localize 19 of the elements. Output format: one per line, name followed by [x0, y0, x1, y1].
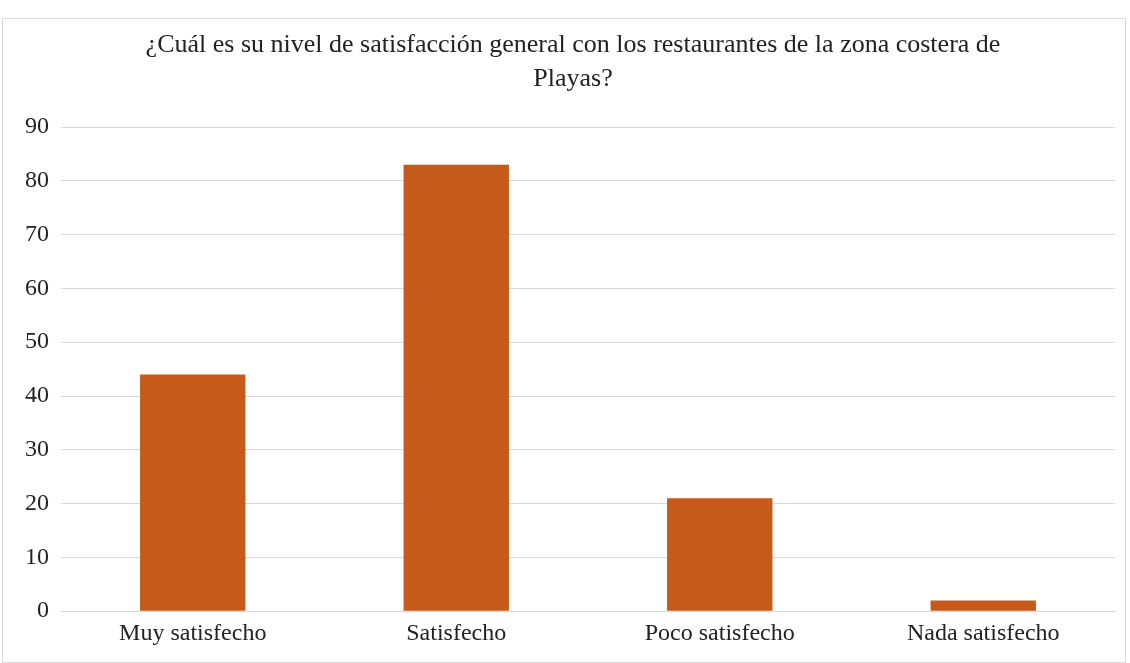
- y-tick-label: 0: [37, 596, 49, 623]
- x-tick-label: Nada satisfecho: [906, 618, 1060, 645]
- y-tick-label: 90: [25, 112, 49, 139]
- bar: [403, 164, 509, 611]
- x-tick-label: Muy satisfecho: [119, 618, 267, 645]
- y-tick-label: 50: [25, 327, 49, 354]
- x-tick-label: Satisfecho: [406, 618, 507, 645]
- x-tick-label: Poco satisfecho: [644, 618, 795, 645]
- y-tick-label: 30: [25, 435, 49, 462]
- y-tick-label: 80: [25, 166, 49, 193]
- y-tick-label: 60: [25, 273, 49, 300]
- y-tick-label: 70: [25, 219, 49, 246]
- bar: [930, 600, 1036, 611]
- chart-title: ¿Cuál es su nivel de satisfacción general con los restaurantes de la zona costera de Playas?: [144, 28, 1002, 94]
- bar: [140, 374, 246, 611]
- bar: [667, 498, 773, 611]
- y-tick-label: 20: [25, 488, 49, 515]
- y-tick-label: 10: [25, 542, 49, 569]
- y-tick-label: 40: [25, 381, 49, 408]
